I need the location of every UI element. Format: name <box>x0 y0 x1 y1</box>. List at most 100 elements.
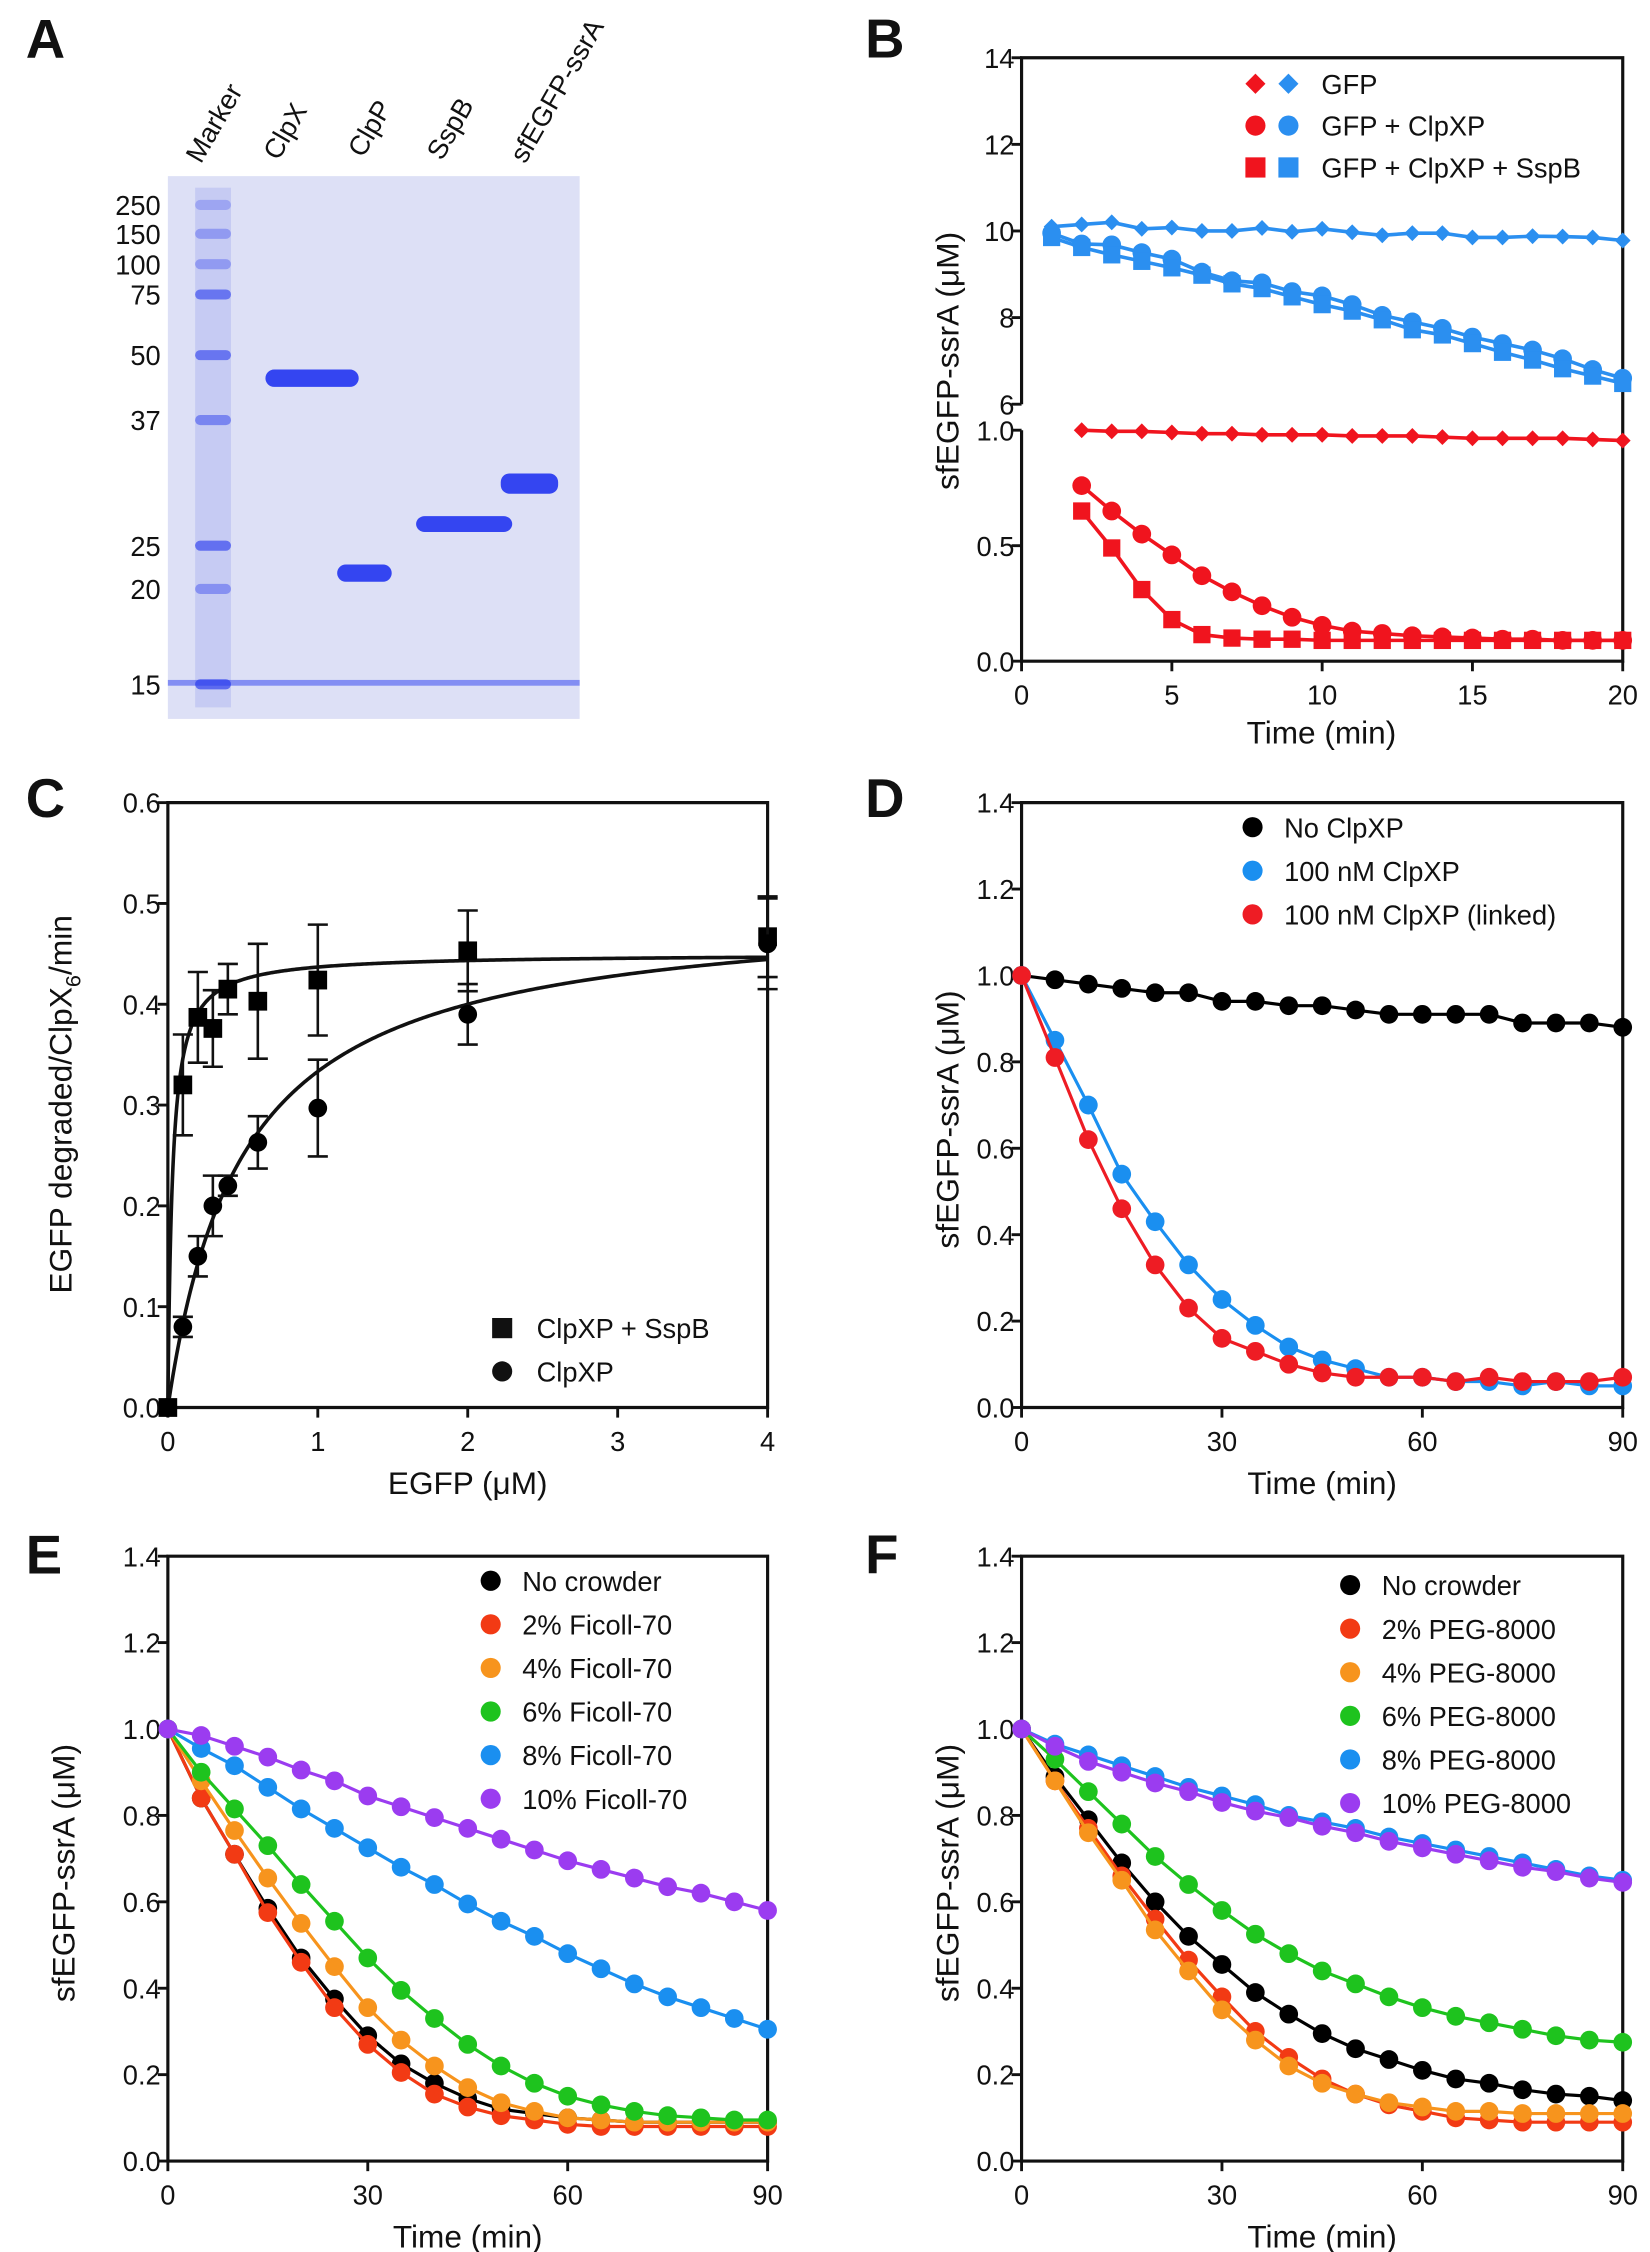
data-point <box>1103 246 1121 264</box>
legend-item: 4% PEG-8000 <box>1340 1657 1556 1688</box>
data-point <box>1145 1255 1165 1275</box>
x-tick-label: 2 <box>460 1426 475 1457</box>
data-point <box>1479 2073 1499 2093</box>
data-point <box>1613 1017 1633 1037</box>
data-point <box>1279 1354 1299 1374</box>
data-point <box>1102 501 1122 521</box>
series-5 <box>1073 502 1632 650</box>
data-point <box>425 1808 444 1827</box>
data-point <box>291 1914 311 1933</box>
data-point <box>188 1007 208 1027</box>
data-point <box>203 1196 223 1216</box>
data-point <box>1479 1367 1499 1387</box>
marker-band <box>195 199 231 211</box>
data-point <box>218 979 238 999</box>
marker-band <box>195 415 231 426</box>
y-tick-label: 0.3 <box>123 1090 161 1121</box>
y-tick-label: 0.4 <box>977 1220 1015 1251</box>
data-point <box>1279 2056 1299 2076</box>
data-point <box>1179 1782 1198 1802</box>
data-point <box>1346 1367 1365 1387</box>
data-point <box>1404 428 1421 444</box>
data-point <box>1404 225 1421 242</box>
data-point <box>458 1894 478 1914</box>
data-point <box>1312 1816 1332 1836</box>
data-point <box>1312 996 1332 1016</box>
data-point <box>173 1317 193 1337</box>
data-point <box>1112 1814 1132 1834</box>
data-point <box>1079 1752 1098 1771</box>
data-point <box>1313 295 1331 314</box>
series-4 <box>158 1719 777 2039</box>
data-point <box>1374 428 1391 444</box>
data-point <box>1045 1771 1065 1791</box>
data-point <box>1374 227 1391 244</box>
x-axis-title: Time (min) <box>1247 1465 1397 1501</box>
data-point <box>1546 2084 1566 2104</box>
data-point <box>1163 259 1181 277</box>
legend-marker-red <box>1245 115 1266 136</box>
legend-item: 4% Ficoll-70 <box>480 1653 672 1684</box>
data-point <box>1446 1004 1466 1024</box>
series-line <box>1080 509 1623 643</box>
y-tick-label: 0.0 <box>977 1393 1015 1424</box>
data-point <box>1194 425 1210 442</box>
legend-marker-blue <box>1278 157 1299 178</box>
x-tick-label: 30 <box>353 2179 383 2210</box>
data-point <box>1073 422 1090 439</box>
data-point <box>1580 2104 1599 2123</box>
data-point <box>425 2009 444 2028</box>
legend-marker-red <box>1245 73 1266 94</box>
y-tick-label: 0.5 <box>123 888 161 919</box>
data-point <box>1433 326 1451 344</box>
data-point <box>1413 2060 1432 2080</box>
chart-panel-C: 0 1 2 3 4 0.0 0.1 0.2 0.3 0.4 0.5 0.6 EGFP (μM) EGFP … <box>43 788 778 1501</box>
marker-lane-smear <box>195 187 231 708</box>
y-tick-label: 12 <box>984 129 1014 160</box>
data-point <box>1103 539 1121 557</box>
data-point <box>1254 220 1270 236</box>
legend-marker <box>1340 1618 1361 1639</box>
data-point <box>1112 1762 1132 1782</box>
plot-frame <box>1019 801 1625 1410</box>
series-2 <box>1012 966 1633 1391</box>
data-point <box>1413 1998 1432 2018</box>
data-point <box>173 1075 193 1095</box>
data-point <box>1254 426 1270 443</box>
data-point <box>1133 252 1151 270</box>
legend-marker <box>492 1361 513 1382</box>
data-point <box>1045 1749 1065 1769</box>
legend-label: 6% Ficoll-70 <box>522 1697 672 1728</box>
x-axis-title: EGFP (μM) <box>388 1465 548 1501</box>
data-point <box>258 1777 278 1797</box>
x-tick-label: 1 <box>310 1426 325 1457</box>
y-tick-label: 0.1 <box>123 1292 161 1323</box>
data-point <box>591 1959 611 1979</box>
x-axis-title: Time (min) <box>1247 714 1397 750</box>
legend-label: GFP + ClpXP <box>1321 111 1485 142</box>
legend-item: No crowder <box>480 1566 662 1597</box>
data-point <box>1493 631 1512 650</box>
data-point <box>1346 2039 1365 2059</box>
data-point <box>1413 2097 1432 2117</box>
data-point <box>325 1911 344 1931</box>
marker-size-label: 37 <box>130 405 160 436</box>
data-point <box>1282 607 1302 627</box>
chart-panel-B: 0 5 10 15 20 6 8 10 12 14 0.0 0.5 1.0 Time (min) sfEGF… <box>930 43 1638 751</box>
legend-marker <box>1242 860 1263 881</box>
y-tick-label: 1.0 <box>977 960 1015 991</box>
data-point <box>1312 2073 1332 2093</box>
legend-marker-blue <box>1278 115 1299 136</box>
data-point <box>1314 220 1331 237</box>
marker-size-label: 25 <box>130 531 160 562</box>
data-point <box>1145 1847 1165 1866</box>
data-point <box>391 2063 411 2082</box>
series-line <box>167 1727 769 2031</box>
data-point <box>1246 1341 1265 1361</box>
data-point <box>458 1004 478 1024</box>
data-point <box>458 2097 478 2117</box>
legend-item: 2% Ficoll-70 <box>480 1609 672 1640</box>
series-5 <box>158 1719 777 1920</box>
legend-item: ClpXP <box>492 1356 614 1388</box>
data-point <box>1523 351 1542 369</box>
